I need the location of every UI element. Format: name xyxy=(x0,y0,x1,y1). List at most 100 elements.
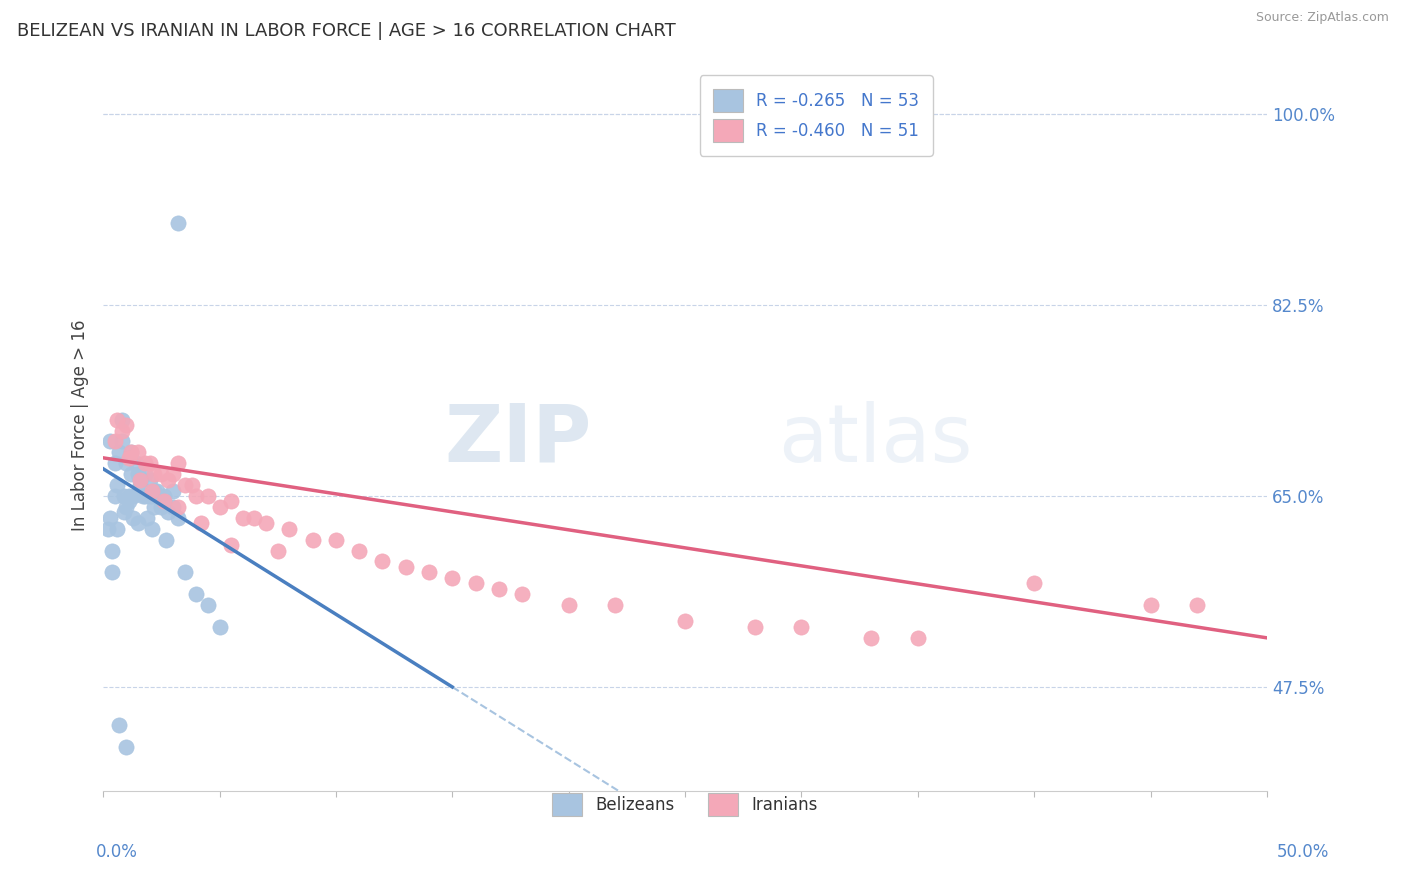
Point xyxy=(790,620,813,634)
Point xyxy=(197,489,219,503)
Point xyxy=(219,494,242,508)
Point xyxy=(441,571,464,585)
Point xyxy=(104,456,127,470)
Point xyxy=(166,216,188,230)
Point xyxy=(152,494,174,508)
Point xyxy=(108,445,131,459)
Point xyxy=(131,489,153,503)
Text: ZIP: ZIP xyxy=(444,401,592,479)
Point xyxy=(605,598,627,612)
Point xyxy=(104,489,127,503)
Point xyxy=(464,576,486,591)
Point xyxy=(371,554,394,568)
Point xyxy=(254,516,277,531)
Point xyxy=(162,500,184,514)
Point xyxy=(278,522,301,536)
Point xyxy=(141,522,163,536)
Point xyxy=(197,598,219,612)
Point xyxy=(111,424,134,438)
Point xyxy=(141,489,163,503)
Point xyxy=(115,500,138,514)
Point xyxy=(134,467,156,482)
Point xyxy=(120,445,142,459)
Point xyxy=(157,473,180,487)
Point xyxy=(208,620,231,634)
Point xyxy=(418,566,440,580)
Text: 0.0%: 0.0% xyxy=(96,843,138,861)
Point xyxy=(105,522,128,536)
Point xyxy=(104,434,127,449)
Point xyxy=(1185,598,1208,612)
Point xyxy=(118,489,141,503)
Point xyxy=(173,478,195,492)
Point xyxy=(134,456,156,470)
Point xyxy=(150,500,173,514)
Point xyxy=(127,445,149,459)
Point xyxy=(510,587,533,601)
Point xyxy=(347,543,370,558)
Point xyxy=(166,456,188,470)
Point xyxy=(97,522,120,536)
Point xyxy=(152,489,174,503)
Point xyxy=(143,483,166,498)
Point xyxy=(115,739,138,754)
Point xyxy=(111,412,134,426)
Point xyxy=(152,494,174,508)
Point xyxy=(138,489,160,503)
Text: BELIZEAN VS IRANIAN IN LABOR FORCE | AGE > 16 CORRELATION CHART: BELIZEAN VS IRANIAN IN LABOR FORCE | AGE… xyxy=(17,22,676,40)
Point xyxy=(186,489,208,503)
Point xyxy=(105,478,128,492)
Point xyxy=(105,412,128,426)
Point xyxy=(1139,598,1161,612)
Point xyxy=(162,483,184,498)
Point xyxy=(162,467,184,482)
Point xyxy=(155,533,177,547)
Point xyxy=(138,456,160,470)
Point xyxy=(127,467,149,482)
Point xyxy=(166,500,188,514)
Point xyxy=(115,456,138,470)
Point xyxy=(301,533,323,547)
Point xyxy=(860,631,883,645)
Point xyxy=(134,489,156,503)
Text: 50.0%: 50.0% xyxy=(1277,843,1329,861)
Point xyxy=(673,615,696,629)
Point xyxy=(136,511,159,525)
Text: atlas: atlas xyxy=(778,401,973,479)
Point xyxy=(395,560,418,574)
Point xyxy=(143,467,166,482)
Point xyxy=(232,511,254,525)
Legend: Belizeans, Iranians: Belizeans, Iranians xyxy=(543,782,828,826)
Point xyxy=(120,445,142,459)
Point xyxy=(325,533,347,547)
Point xyxy=(145,483,167,498)
Point xyxy=(150,467,173,482)
Point xyxy=(108,718,131,732)
Point xyxy=(98,511,121,525)
Point xyxy=(101,566,124,580)
Point xyxy=(173,566,195,580)
Point xyxy=(1024,576,1046,591)
Point xyxy=(122,511,145,525)
Point xyxy=(129,478,152,492)
Point xyxy=(101,543,124,558)
Point xyxy=(127,516,149,531)
Point xyxy=(219,538,242,552)
Point xyxy=(118,494,141,508)
Point xyxy=(166,511,188,525)
Point xyxy=(138,473,160,487)
Point xyxy=(267,543,290,558)
Point xyxy=(112,505,135,519)
Point xyxy=(129,473,152,487)
Text: Source: ZipAtlas.com: Source: ZipAtlas.com xyxy=(1256,11,1389,24)
Point xyxy=(120,467,142,482)
Point xyxy=(129,473,152,487)
Point xyxy=(148,489,170,503)
Point xyxy=(98,434,121,449)
Point xyxy=(180,478,202,492)
Point xyxy=(143,500,166,514)
Y-axis label: In Labor Force | Age > 16: In Labor Force | Age > 16 xyxy=(72,319,89,531)
Point xyxy=(125,456,148,470)
Point xyxy=(111,434,134,449)
Point xyxy=(190,516,212,531)
